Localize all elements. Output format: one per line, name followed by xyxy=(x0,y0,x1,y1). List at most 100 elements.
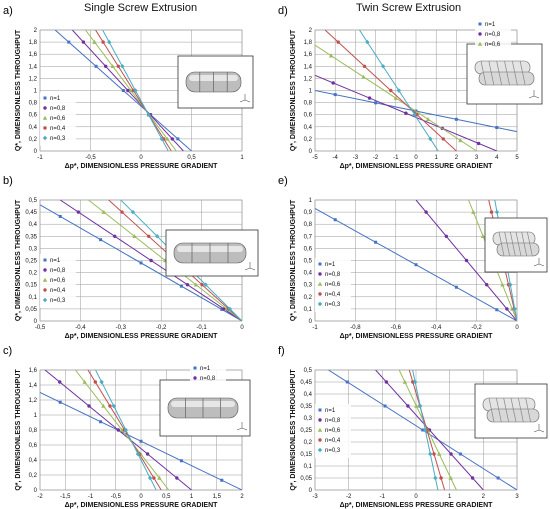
y-tick-label: 0,45 xyxy=(25,210,37,216)
x-tick-label: -1 xyxy=(380,494,386,500)
data-marker xyxy=(414,403,419,408)
screw-flight xyxy=(525,397,532,423)
y-tick-label: 0,2 xyxy=(29,137,38,143)
screw-flight xyxy=(488,397,495,423)
data-marker xyxy=(433,475,438,481)
legend-marker xyxy=(43,126,47,130)
y-tick-label: 1,6 xyxy=(304,52,313,58)
data-marker xyxy=(495,126,499,130)
legend-label: n=0,8 xyxy=(200,376,216,382)
x-tick-label: -3 xyxy=(353,155,359,161)
legend-label: n=1 xyxy=(50,258,61,264)
legend-marker xyxy=(317,447,323,453)
data-marker xyxy=(220,478,224,482)
data-marker xyxy=(494,209,500,215)
axis-triad-z xyxy=(239,99,246,103)
data-marker xyxy=(81,40,86,44)
legend-label: n=0,3 xyxy=(325,448,341,454)
y-tick-label: 1,2 xyxy=(29,398,38,404)
y-axis-label: Q*, DIMENSIONLESS THROUGHPUT xyxy=(15,29,22,151)
data-marker xyxy=(404,111,408,115)
data-marker xyxy=(139,439,143,443)
data-marker xyxy=(432,452,436,456)
y-tick-label: 0,3 xyxy=(304,283,313,289)
series-group xyxy=(40,370,242,490)
data-marker xyxy=(471,209,476,214)
axis-triad-z xyxy=(528,95,535,99)
y-tick-label: 0 xyxy=(34,488,38,494)
data-marker xyxy=(454,117,458,121)
screw-flight xyxy=(503,397,510,423)
data-marker xyxy=(374,101,378,105)
y-tick-label: 1,4 xyxy=(29,383,38,389)
legend-label: n=1 xyxy=(485,22,496,28)
data-marker xyxy=(418,403,423,409)
data-marker xyxy=(412,379,418,385)
data-marker xyxy=(333,218,337,222)
data-marker xyxy=(362,64,367,69)
y-tick-label: 1,4 xyxy=(304,64,313,70)
data-marker xyxy=(87,404,91,408)
y-tick-label: 0,3 xyxy=(29,246,38,252)
legend-label: n=0,6 xyxy=(325,282,341,288)
legend-label: n=0,8 xyxy=(325,272,341,278)
data-marker xyxy=(439,476,443,480)
data-marker xyxy=(458,452,462,456)
y-tick-label: 0,4 xyxy=(304,392,313,398)
x-tick-label: -0,4 xyxy=(431,325,442,331)
x-axis-label: Δp*, DIMENSIONLESS PRESSURE GRADIENT xyxy=(340,163,494,170)
legend-marker xyxy=(317,281,323,286)
screw-flight xyxy=(511,60,518,86)
data-marker xyxy=(411,380,415,384)
x-tick-label: 0 xyxy=(515,325,519,331)
data-marker xyxy=(126,88,130,93)
x-tick-label: 1 xyxy=(240,155,244,161)
x-tick-label: 4 xyxy=(495,155,499,161)
data-marker xyxy=(406,404,410,408)
x-axis-label: Δp*, DIMENSIONLESS PRESSURE GRADIENT xyxy=(65,502,219,509)
y-tick-label: 0,6 xyxy=(304,113,313,119)
data-marker xyxy=(345,380,349,384)
data-marker xyxy=(383,404,387,408)
x-tick-label: -0,2 xyxy=(156,325,167,331)
x-tick-label: 3 xyxy=(515,494,519,500)
data-marker xyxy=(464,258,469,263)
data-marker xyxy=(505,307,509,311)
axis-triad-x xyxy=(538,263,545,267)
legend-label: n=0,8 xyxy=(325,418,341,424)
y-tick-label: 0,25 xyxy=(25,259,37,265)
legend-marker xyxy=(193,366,197,370)
data-marker xyxy=(480,234,486,239)
y-tick-label: 0,5 xyxy=(29,198,38,204)
data-marker xyxy=(146,234,151,238)
data-marker xyxy=(58,214,62,218)
data-marker xyxy=(170,137,175,141)
legend-marker xyxy=(318,408,322,412)
data-marker xyxy=(414,263,418,267)
legend-marker xyxy=(43,268,47,272)
data-marker xyxy=(111,403,116,409)
right-column-title: Twin Screw Extrusion xyxy=(356,2,462,14)
y-tick-label: 1,8 xyxy=(304,40,313,46)
data-marker xyxy=(113,234,117,238)
screw-flight xyxy=(509,231,516,257)
screw-lower xyxy=(478,71,535,86)
legend-label: n=1 xyxy=(50,96,61,102)
data-marker xyxy=(123,427,129,433)
y-tick-label: 0,2 xyxy=(29,473,38,479)
screw-flight xyxy=(496,60,503,86)
data-marker xyxy=(154,234,160,239)
panel-label: d) xyxy=(278,5,288,17)
legend: n=1 n=0,8 n=0,6 xyxy=(475,18,511,52)
panel-label: c) xyxy=(3,345,12,357)
data-marker xyxy=(361,74,366,79)
y-tick-label: 0,35 xyxy=(25,234,37,240)
axis-triad-z xyxy=(533,263,540,267)
data-marker xyxy=(508,282,513,287)
legend-label: n=0,6 xyxy=(50,116,66,122)
data-marker xyxy=(485,283,489,287)
legend-marker xyxy=(477,41,483,46)
panel-label: a) xyxy=(3,5,13,17)
data-marker xyxy=(415,113,419,117)
data-marker xyxy=(121,89,125,92)
